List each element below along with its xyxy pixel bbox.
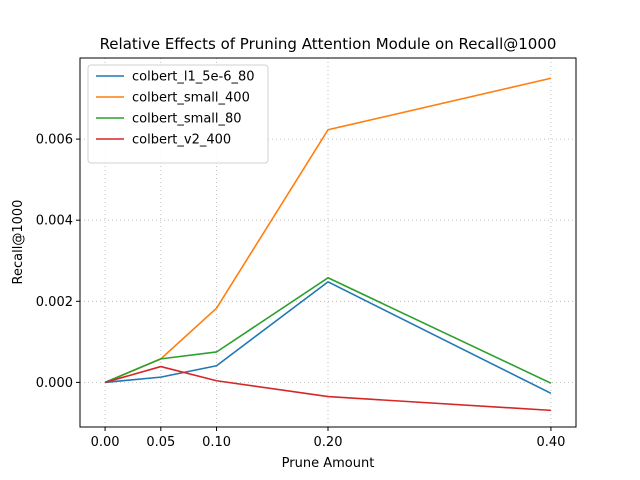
legend-box xyxy=(87,64,269,164)
y-tick-label: 0.006 xyxy=(36,133,73,148)
y-axis-title: Recall@1000 xyxy=(11,200,26,285)
x-tick-label: 0.20 xyxy=(314,435,343,450)
x-axis-title: Prune Amount xyxy=(282,456,375,471)
legend-label: colbert_l1_5e-6_80 xyxy=(132,70,255,85)
x-tick-label: 0.40 xyxy=(536,435,565,450)
x-tick-label: 0.10 xyxy=(202,435,231,450)
axis-ticks: 0.00 0.05 0.10 0.20 0.40 0.000 0.002 0.004 0.006 xyxy=(36,133,566,450)
series-line-colbert_small_80 xyxy=(104,276,552,384)
series-line-colbert_l1_5e-6_80 xyxy=(105,281,552,395)
plot-frame xyxy=(79,57,577,428)
y-tick-label: 0.004 xyxy=(36,214,73,229)
grid xyxy=(80,58,576,427)
series-line-colbert_v2_400 xyxy=(104,365,551,412)
y-tick-label: 0.000 xyxy=(36,376,73,391)
series-lines xyxy=(104,77,552,412)
legend-label: colbert_v2_400 xyxy=(132,133,231,148)
legend-label: colbert_small_400 xyxy=(132,91,250,106)
legend: colbert_l1_5e-6_80 colbert_small_400colbe… xyxy=(87,64,269,164)
legend-label: colbert_small_80 xyxy=(132,112,242,127)
chart-title: Relative Effects of Pruning Attention Mo… xyxy=(100,35,557,53)
y-tick-label: 0.002 xyxy=(36,295,73,310)
x-tick-label: 0.00 xyxy=(91,435,120,450)
x-tick-label: 0.05 xyxy=(146,435,175,450)
